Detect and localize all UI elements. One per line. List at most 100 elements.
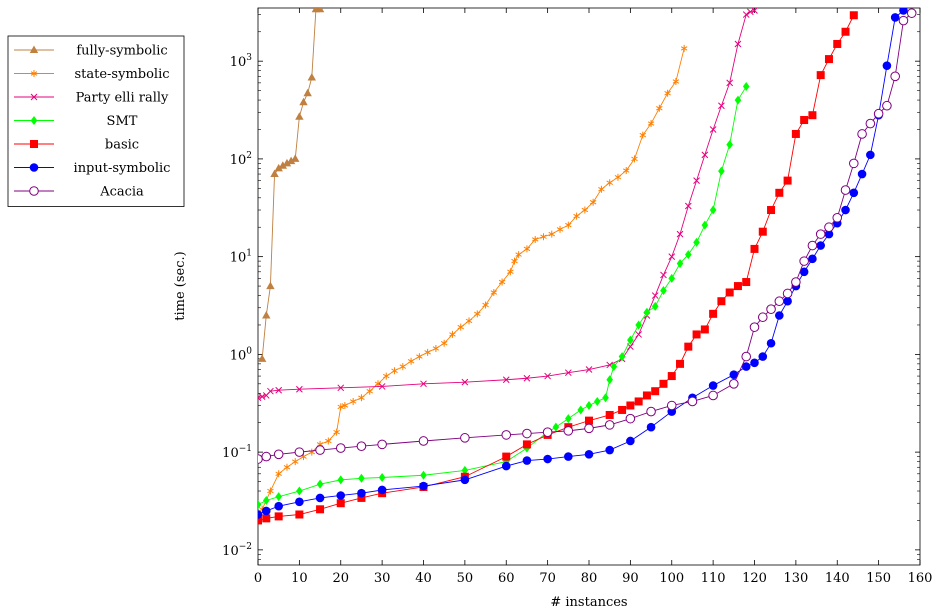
data-point	[646, 422, 656, 432]
data-point	[502, 376, 510, 384]
legend-label: SMT	[107, 114, 138, 129]
y-axis-label: time (sec.)	[173, 251, 188, 320]
data-point	[407, 357, 415, 365]
data-point	[643, 307, 651, 317]
data-point	[849, 158, 859, 169]
data-point	[258, 516, 262, 525]
data-point	[543, 454, 552, 464]
data-point	[782, 288, 793, 299]
data-point	[734, 40, 742, 48]
data-point	[294, 447, 305, 457]
data-point	[701, 151, 709, 159]
data-point	[461, 378, 469, 386]
y-tick-label: 103	[230, 53, 253, 70]
series-0	[258, 8, 325, 362]
x-tick-label: 90	[622, 571, 639, 586]
x-tick-label: 30	[374, 571, 391, 586]
data-point	[709, 126, 717, 133]
data-point	[573, 212, 580, 220]
data-point	[358, 473, 365, 483]
data-point	[873, 108, 884, 119]
legend-label: Acacia	[99, 185, 144, 200]
x-tick-label: 50	[457, 571, 474, 586]
data-point	[440, 339, 448, 347]
data-point	[432, 344, 440, 352]
data-point	[449, 330, 456, 338]
data-point	[565, 221, 572, 229]
data-point	[357, 493, 366, 502]
x-axis-label: # instances	[550, 595, 627, 610]
data-point	[258, 393, 266, 400]
data-point	[498, 278, 506, 286]
data-point	[291, 458, 299, 466]
data-point	[577, 405, 585, 415]
data-point	[816, 71, 825, 80]
data-point	[315, 445, 325, 455]
data-point	[750, 358, 759, 368]
data-point	[315, 493, 325, 503]
data-point	[378, 472, 386, 482]
legend-label: fully-symbolic	[76, 44, 167, 59]
data-point	[356, 441, 367, 451]
data-point	[383, 372, 390, 380]
data-point	[565, 414, 572, 424]
data-point	[399, 363, 407, 371]
x-tick-label: 130	[783, 571, 808, 586]
data-point	[275, 386, 283, 394]
data-point	[758, 227, 767, 236]
data-point	[540, 233, 547, 241]
data-point	[832, 212, 843, 223]
legend-marker	[29, 45, 39, 53]
data-point	[634, 397, 643, 406]
legend-entry: state-symbolic	[14, 67, 170, 82]
legend-marker	[30, 116, 38, 125]
data-point	[668, 253, 676, 261]
legend-label: basic	[105, 138, 139, 153]
data-point	[709, 205, 717, 215]
data-point	[687, 396, 698, 407]
data-point	[366, 387, 373, 395]
data-point	[766, 304, 776, 314]
data-point	[866, 150, 875, 160]
data-point	[262, 310, 271, 319]
legend-marker	[30, 140, 38, 148]
data-point	[708, 390, 718, 401]
data-point	[627, 335, 634, 345]
data-point	[337, 475, 345, 485]
data-point	[775, 311, 784, 320]
data-point	[418, 436, 429, 446]
data-point	[563, 426, 574, 436]
data-point	[774, 296, 785, 307]
data-point	[282, 158, 292, 167]
data-point	[708, 381, 718, 390]
data-point	[676, 359, 685, 368]
data-point	[849, 188, 859, 198]
data-point	[635, 320, 642, 330]
x-tick-label: 100	[659, 571, 684, 586]
data-point	[799, 267, 809, 277]
data-point	[651, 292, 659, 299]
data-point	[729, 370, 739, 379]
data-point	[676, 230, 684, 238]
data-point	[585, 400, 593, 410]
data-point	[585, 366, 593, 373]
data-point	[824, 55, 833, 64]
data-point	[734, 95, 742, 105]
data-point	[461, 465, 469, 475]
data-point	[341, 401, 349, 409]
data-point	[552, 422, 560, 432]
data-point	[783, 296, 792, 306]
data-point	[258, 500, 262, 510]
data-point	[584, 450, 594, 459]
data-point	[676, 259, 684, 269]
data-point	[693, 237, 700, 247]
legend-label: Party elli rally	[76, 91, 169, 106]
data-point	[646, 406, 656, 417]
data-point	[501, 430, 512, 440]
data-point	[824, 229, 834, 239]
data-point	[460, 433, 470, 443]
data-point	[668, 273, 676, 283]
data-point	[725, 288, 734, 297]
data-point	[262, 514, 271, 523]
data-point	[666, 400, 677, 411]
